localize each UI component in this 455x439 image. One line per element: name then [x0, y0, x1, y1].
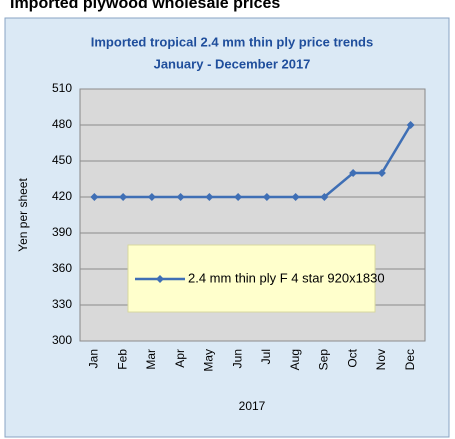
y-tick-label: 360: [52, 261, 72, 275]
chart-subtitle: January - December 2017: [154, 56, 311, 71]
y-tick-label: 510: [52, 81, 72, 95]
x-axis-label: 2017: [239, 399, 266, 413]
data-point: [234, 193, 243, 201]
x-tick-label: Sep: [317, 349, 331, 371]
data-point: [349, 169, 358, 177]
x-tick-label: Dec: [403, 349, 417, 370]
legend-marker: [156, 275, 164, 283]
x-tick-label: Jul: [259, 349, 273, 364]
data-point: [147, 193, 156, 201]
x-tick-label: Mar: [144, 349, 158, 370]
data-point: [291, 193, 300, 201]
data-point: [262, 193, 271, 201]
series-line: [94, 124, 412, 199]
data-point: [119, 193, 128, 201]
x-tick-label: Jun: [230, 349, 244, 368]
y-tick-label: 480: [52, 117, 72, 131]
data-point: [176, 193, 185, 201]
y-tick-label: 420: [52, 189, 72, 203]
x-tick-label: Oct: [345, 348, 359, 367]
data-point: [320, 193, 329, 201]
x-tick-label: Feb: [115, 349, 129, 370]
data-point: [377, 169, 386, 177]
x-tick-label: Jan: [87, 349, 101, 368]
x-tick-label: Aug: [288, 349, 302, 370]
data-point: [90, 193, 99, 201]
page-heading: Imported plywood wholesale prices: [10, 0, 280, 12]
x-tick-label: May: [202, 349, 216, 372]
y-tick-label: 450: [52, 153, 72, 167]
x-tick-label: Apr: [173, 349, 187, 368]
y-axis-label: Yen per sheet: [16, 178, 30, 252]
y-tick-label: 330: [52, 297, 72, 311]
data-point: [205, 193, 214, 201]
legend-label: 2.4 mm thin ply F 4 star 920x1830: [188, 270, 385, 285]
y-tick-label: 300: [52, 333, 72, 347]
y-tick-label: 390: [52, 225, 72, 239]
data-point: [406, 121, 415, 129]
x-tick-label: Nov: [374, 349, 388, 370]
chart-title: Imported tropical 2.4 mm thin ply price …: [91, 34, 373, 49]
